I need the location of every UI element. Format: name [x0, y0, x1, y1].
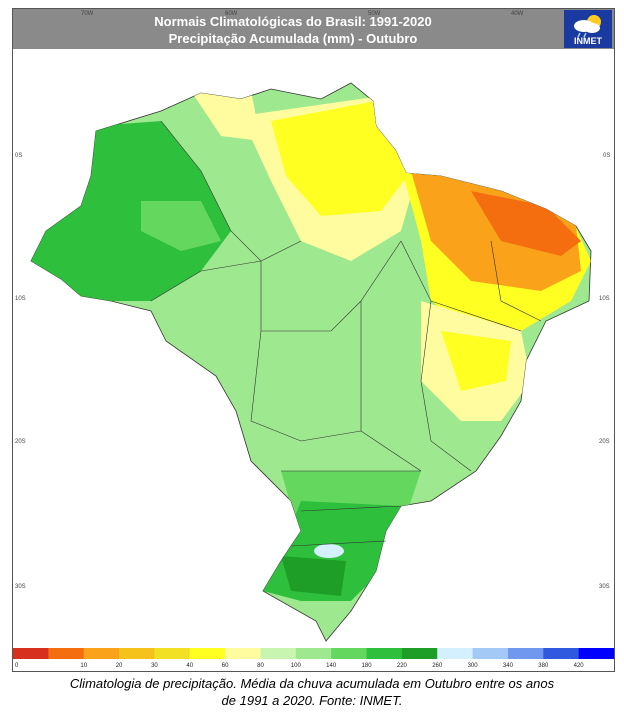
state-borders	[150, 120, 542, 547]
weather-icon	[574, 15, 601, 38]
legend-color-12	[437, 648, 474, 659]
legend-color-5	[189, 648, 226, 659]
legend-label-380: 380	[538, 663, 549, 669]
map-title: Normais Climatológicas do Brasil: 1991-2…	[154, 14, 432, 29]
legend-label-40: 40	[186, 663, 193, 669]
legend-color-13	[472, 648, 509, 659]
legend-label-100: 100	[291, 663, 302, 669]
left-tick-30s: 30S	[15, 584, 26, 590]
legend-label-80: 80	[257, 663, 264, 669]
precipitation-map	[30, 82, 592, 642]
legend-color-4	[154, 648, 191, 659]
figure-caption: Climatologia de precipitação. Média da c…	[0, 675, 624, 709]
legend-label-220: 220	[397, 663, 408, 669]
region-amapa-para	[271, 101, 411, 216]
legend-label-20: 20	[116, 663, 123, 669]
left-tick-0s: 0S	[15, 153, 23, 159]
legend-label-420: 420	[574, 663, 585, 669]
legend-label-180: 180	[362, 663, 373, 669]
region-roraima	[191, 91, 261, 141]
legend-color-0	[13, 648, 49, 659]
legend-label-140: 140	[326, 663, 337, 669]
top-tick-40w: 40W	[511, 11, 524, 17]
legend-color-16	[578, 648, 614, 659]
color-legend: 0 10 20 30 40 60 80 100 140 180 220 260 300 340 380 420	[13, 648, 614, 669]
legend-color-3	[119, 648, 155, 659]
map-figure: Normais Climatológicas do Brasil: 1991-2…	[12, 8, 615, 672]
legend-color-8	[295, 648, 332, 659]
region-amazon-inner	[141, 201, 221, 251]
top-tick-70w: 70W	[81, 11, 94, 17]
legend-color-6	[225, 648, 261, 659]
left-tick-10s: 10S	[15, 296, 26, 302]
logo-text: INMET	[574, 36, 602, 46]
legend-label-0: 0	[15, 663, 19, 669]
caption-line-2: de 1991 a 2020. Fonte: INMET.	[221, 693, 403, 708]
right-tick-10s: 10S	[599, 296, 610, 302]
legend-color-1	[48, 648, 85, 659]
inmet-logo: INMET	[564, 10, 612, 48]
right-tick-30s: 30S	[599, 584, 610, 590]
region-rs-wettest	[281, 556, 346, 596]
legend-color-11	[401, 648, 438, 659]
legend-label-260: 260	[432, 663, 443, 669]
legend-label-340: 340	[503, 663, 514, 669]
region-northeast-core	[471, 191, 581, 256]
caption-line-1: Climatologia de precipitação. Média da c…	[69, 676, 555, 691]
legend-label-300: 300	[468, 663, 479, 669]
legend-label-30: 30	[151, 663, 158, 669]
legend-color-10	[366, 648, 403, 659]
legend-color-14	[507, 648, 544, 659]
title-bar: Normais Climatológicas do Brasil: 1991-2…	[13, 9, 614, 49]
legend-color-7	[260, 648, 297, 659]
legend-label-10: 10	[80, 663, 87, 669]
region-max-precip	[314, 544, 344, 558]
top-tick-50w: 50W	[368, 11, 381, 17]
left-tick-20s: 20S	[15, 439, 26, 445]
legend-label-60: 60	[222, 663, 229, 669]
precipitation-regions	[31, 91, 591, 601]
right-tick-0s: 0S	[603, 153, 611, 159]
region-bahia-core	[441, 331, 511, 391]
legend-color-9	[331, 648, 368, 659]
top-tick-60w: 60W	[225, 11, 238, 17]
legend-color-15	[543, 648, 580, 659]
map-subtitle: Precipitação Acumulada (mm) - Outubro	[168, 31, 418, 46]
legend-color-2	[83, 648, 120, 659]
right-tick-20s: 20S	[599, 439, 610, 445]
